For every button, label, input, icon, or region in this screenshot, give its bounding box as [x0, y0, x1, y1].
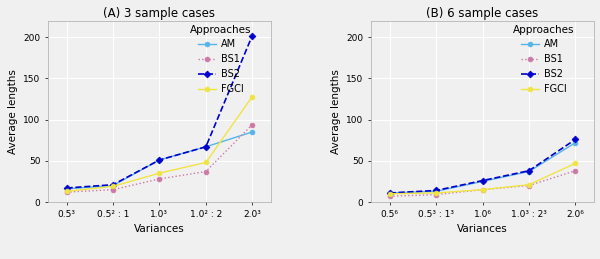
FGCI	[479, 188, 486, 191]
AM	[386, 191, 394, 195]
BS2	[433, 189, 440, 192]
BS1	[202, 170, 209, 173]
BS1	[63, 191, 70, 194]
BS2	[572, 138, 579, 141]
AM	[63, 187, 70, 190]
BS1	[572, 169, 579, 172]
AM	[526, 170, 533, 173]
AM	[202, 145, 209, 148]
AM	[109, 184, 116, 187]
X-axis label: Variances: Variances	[457, 224, 508, 234]
Line: BS1: BS1	[387, 168, 578, 199]
FGCI	[526, 183, 533, 186]
BS2	[109, 183, 116, 186]
FGCI	[248, 95, 256, 98]
Line: BS2: BS2	[64, 33, 255, 190]
AM	[433, 190, 440, 193]
Line: FGCI: FGCI	[64, 94, 255, 194]
FGCI	[156, 172, 163, 175]
AM	[156, 159, 163, 162]
BS1	[479, 188, 486, 191]
Line: AM: AM	[387, 140, 578, 195]
Line: AM: AM	[64, 130, 255, 191]
BS2	[156, 159, 163, 162]
X-axis label: Variances: Variances	[134, 224, 185, 234]
Title: (B) 6 sample cases: (B) 6 sample cases	[427, 6, 539, 19]
BS2	[386, 191, 394, 195]
BS1	[526, 184, 533, 187]
AM	[572, 141, 579, 144]
BS2	[526, 169, 533, 172]
FGCI	[386, 192, 394, 195]
Legend: AM, BS1, BS2, FGCI: AM, BS1, BS2, FGCI	[509, 21, 578, 98]
BS1	[156, 177, 163, 181]
AM	[248, 131, 256, 134]
BS1	[386, 195, 394, 198]
FGCI	[109, 185, 116, 188]
Y-axis label: Average lengths: Average lengths	[8, 69, 17, 154]
Legend: AM, BS1, BS2, FGCI: AM, BS1, BS2, FGCI	[186, 21, 256, 98]
Line: BS1: BS1	[64, 122, 255, 195]
BS1	[109, 188, 116, 191]
BS2	[63, 186, 70, 190]
Line: FGCI: FGCI	[387, 161, 578, 196]
BS1	[433, 193, 440, 196]
Line: BS2: BS2	[387, 137, 578, 195]
AM	[479, 180, 486, 183]
Y-axis label: Average lengths: Average lengths	[331, 69, 341, 154]
FGCI	[63, 190, 70, 193]
BS2	[479, 179, 486, 182]
BS2	[248, 34, 256, 37]
BS1	[248, 123, 256, 126]
FGCI	[433, 191, 440, 195]
BS2	[202, 145, 209, 148]
Title: (A) 3 sample cases: (A) 3 sample cases	[103, 6, 215, 19]
FGCI	[572, 162, 579, 165]
FGCI	[202, 161, 209, 164]
